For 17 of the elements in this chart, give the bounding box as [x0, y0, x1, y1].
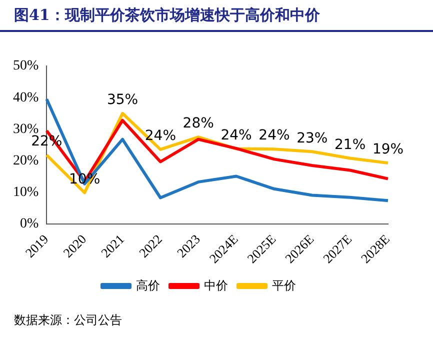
- source-note: 数据来源：公司公告: [14, 312, 122, 329]
- data-label: 19%: [372, 142, 404, 158]
- y-tick-label: 50%: [12, 58, 39, 74]
- chart-title: 图41：现制平价茶饮市场增速快于高价和中价: [14, 6, 320, 25]
- data-label: 21%: [334, 136, 366, 153]
- data-label: 24%: [258, 128, 290, 144]
- legend-label: 中价: [204, 278, 228, 292]
- legend-label: 高价: [136, 278, 160, 292]
- y-tick-label: 0%: [20, 216, 39, 232]
- data-label: 35%: [106, 92, 138, 108]
- data-label: 24%: [220, 127, 252, 144]
- y-tick-label: 40%: [12, 90, 39, 106]
- legend-label: 平价: [272, 278, 296, 292]
- data-label: 28%: [182, 116, 214, 132]
- data-label: 23%: [296, 130, 328, 146]
- y-tick-label: 10%: [12, 185, 39, 200]
- y-tick-label: 20%: [12, 153, 39, 168]
